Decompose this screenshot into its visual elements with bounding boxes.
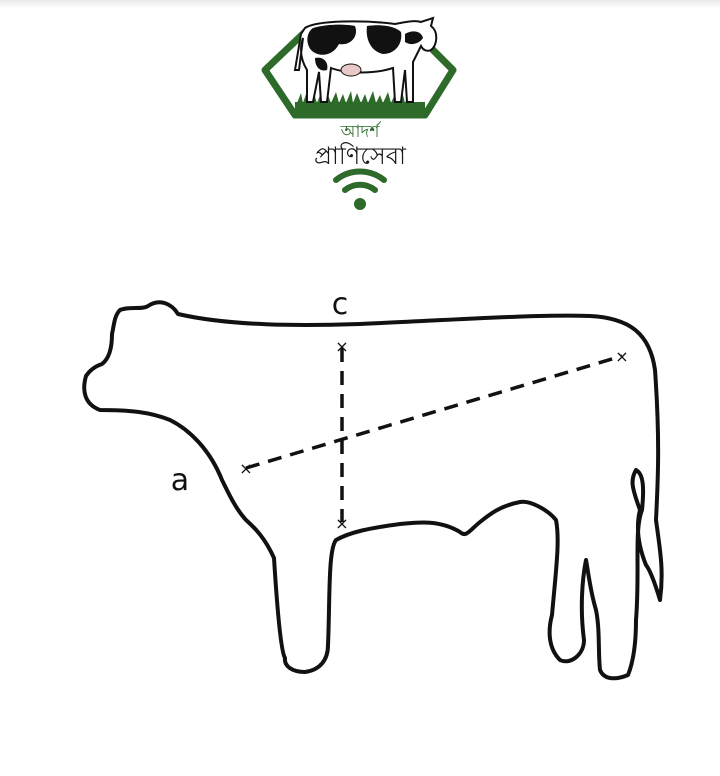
cow-illustration (293, 16, 438, 103)
marker-chest: × (239, 459, 252, 478)
logo-title-line2: প্রাণিসেবা (313, 142, 407, 170)
wifi-icon (333, 168, 387, 210)
marker-bottom: × (335, 514, 348, 533)
marker-rump: × (615, 347, 628, 366)
cow-outline (82, 300, 664, 681)
diagram-canvas: × × × × c a (82, 287, 664, 681)
marker-top: × (335, 337, 348, 356)
body-length-measurement-line (245, 354, 623, 470)
logo-title-line1: আদর্শ (340, 122, 380, 142)
logo: আদর্শ প্রাণিসেবা (255, 10, 465, 215)
cow-measurement-diagram: × × × × c a (0, 270, 720, 700)
label-c: c (332, 287, 349, 322)
logo-graphic (261, 16, 457, 210)
label-a: a (171, 463, 189, 498)
top-edge-shade (0, 0, 720, 8)
